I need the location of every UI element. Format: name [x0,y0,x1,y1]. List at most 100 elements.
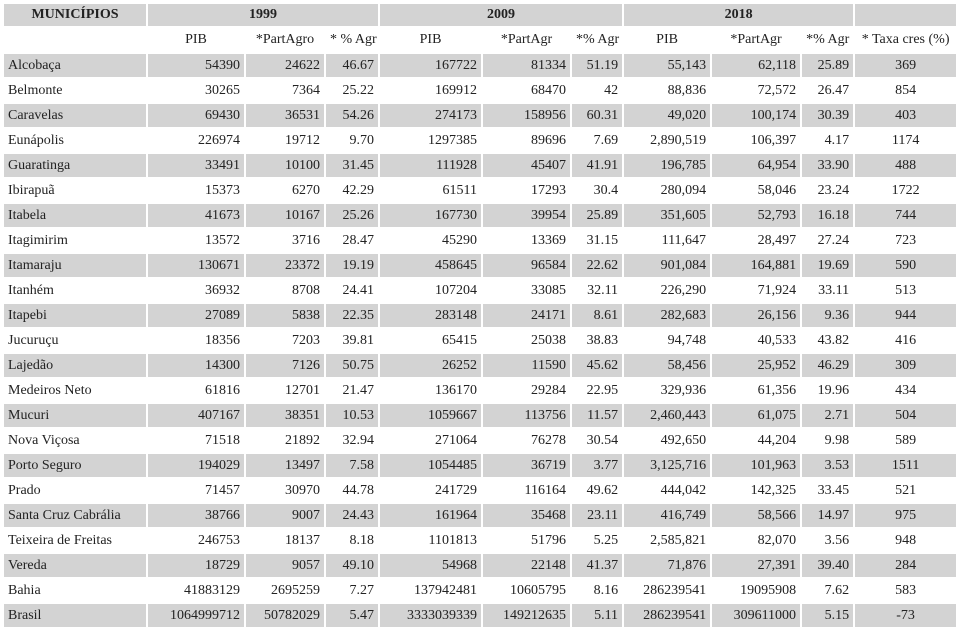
data-cell: 39954 [483,204,573,229]
data-cell: 39.81 [326,329,381,354]
municipality-name: Itagimirim [4,229,148,254]
data-cell: 26,156 [712,304,803,329]
data-cell: 7126 [246,354,326,379]
data-cell: 50782029 [246,604,326,629]
data-cell: 309611000 [712,604,803,629]
data-row: Santa Cruz Cabrália 38766 9007 24.43 161964 3… [4,504,959,529]
data-cell: 10167 [246,204,326,229]
data-cell: 49.62 [572,479,625,504]
data-cell: 22.35 [326,304,381,329]
data-cell: 167722 [380,54,484,79]
data-row: Medeiros Neto 61816 12701 21.47 136170 29284 2… [4,379,959,404]
header-cell-empty [855,4,959,28]
data-cell: 164,881 [712,254,803,279]
data-cell: 21892 [246,429,326,454]
data-cell: 51796 [483,529,573,554]
data-cell: 136170 [380,379,484,404]
data-cell: 25.22 [326,79,381,104]
data-cell: 44,204 [712,429,803,454]
data-cell: 1059667 [380,404,484,429]
data-cell: 17293 [483,179,573,204]
data-cell: 49,020 [624,104,713,129]
municipality-name: Vereda [4,554,148,579]
data-cell: 111,647 [624,229,713,254]
data-cell: 36531 [246,104,326,129]
data-cell: 54.26 [326,104,381,129]
data-cell: 60.31 [572,104,625,129]
data-cell: 52,793 [712,204,803,229]
data-row: Bahia 41883129 2695259 7.27 137942481 1060579… [4,579,959,604]
data-cell: 407167 [148,404,246,429]
data-row: Teixeira de Freitas 246753 18137 8.18 110181… [4,529,959,554]
data-cell: 488 [855,154,959,179]
data-cell: 149212635 [483,604,573,629]
data-cell: 1511 [855,454,959,479]
data-row: Vereda 18729 9057 49.10 54968 22148 41.37 71,87… [4,554,959,579]
data-cell: 7.69 [572,129,625,154]
data-row: Alcobaça 54390 24622 46.67 167722 81334 51.19 5… [4,54,959,79]
data-cell: 1297385 [380,129,484,154]
data-cell: 45407 [483,154,573,179]
data-cell: 30970 [246,479,326,504]
data-cell: 241729 [380,479,484,504]
data-cell: 274173 [380,104,484,129]
data-cell: 13497 [246,454,326,479]
data-cell: 2695259 [246,579,326,604]
data-cell: 5.25 [572,529,625,554]
data-cell: 434 [855,379,959,404]
municipality-name: Lajedão [4,354,148,379]
subheader-cell: *PartAgro [246,28,326,54]
data-cell: 54968 [380,554,484,579]
data-cell: 24171 [483,304,573,329]
data-cell: 1054485 [380,454,484,479]
data-cell: 29284 [483,379,573,404]
data-cell: 513 [855,279,959,304]
data-cell: 54390 [148,54,246,79]
data-cell: 30.54 [572,429,625,454]
data-cell: 25,952 [712,354,803,379]
data-cell: 1722 [855,179,959,204]
data-cell: 68470 [483,79,573,104]
data-cell: 46.67 [326,54,381,79]
data-cell: 10100 [246,154,326,179]
data-cell: 25.26 [326,204,381,229]
data-cell: 403 [855,104,959,129]
data-cell: 94,748 [624,329,713,354]
data-cell: 24.41 [326,279,381,304]
data-cell: 7364 [246,79,326,104]
data-cell: 101,963 [712,454,803,479]
data-cell: 7.27 [326,579,381,604]
data-row: Prado 71457 30970 44.78 241729 116164 49.62 444… [4,479,959,504]
data-cell: 44.78 [326,479,381,504]
data-cell: 23372 [246,254,326,279]
data-table: MUNICÍPIOS 1999 2009 2018 PIB *PartAgro * … [4,4,959,629]
data-cell: 351,605 [624,204,713,229]
data-cell: 38.83 [572,329,625,354]
data-cell: 51.19 [572,54,625,79]
data-cell: 283148 [380,304,484,329]
data-cell: 21.47 [326,379,381,404]
data-cell: 88,836 [624,79,713,104]
data-cell: 18729 [148,554,246,579]
data-cell: 3,125,716 [624,454,713,479]
data-cell: 27089 [148,304,246,329]
data-cell: 22148 [483,554,573,579]
data-cell: 2.71 [802,404,856,429]
data-cell: 10605795 [483,579,573,604]
data-cell: 329,936 [624,379,713,404]
data-cell: 4.17 [802,129,856,154]
data-cell: 31.15 [572,229,625,254]
data-cell: 27,391 [712,554,803,579]
data-cell: 45.62 [572,354,625,379]
data-cell: 14.97 [802,504,856,529]
data-row: Ibirapuã 15373 6270 42.29 61511 17293 30.4 280,… [4,179,959,204]
data-cell: 41.37 [572,554,625,579]
data-cell: 2,460,443 [624,404,713,429]
data-cell: 3.53 [802,454,856,479]
data-cell: 41673 [148,204,246,229]
data-cell: 5.15 [802,604,856,629]
data-cell: 33.11 [802,279,856,304]
data-cell: 7.62 [802,579,856,604]
data-row: Nova Viçosa 71518 21892 32.94 271064 76278 30.… [4,429,959,454]
data-cell: 26252 [380,354,484,379]
